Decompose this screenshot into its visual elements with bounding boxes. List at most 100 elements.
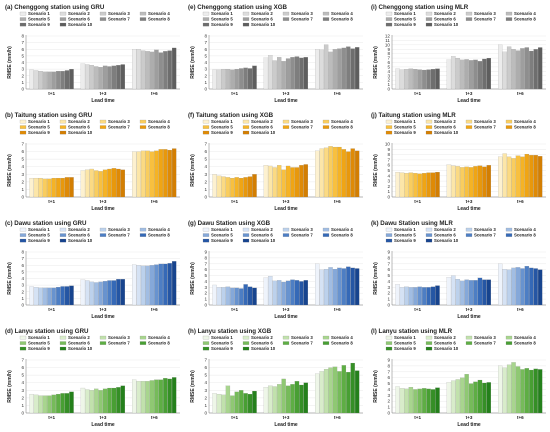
legend-label: Scenario 10 bbox=[434, 130, 459, 135]
y-tick-label: 4 bbox=[204, 279, 207, 284]
bar bbox=[154, 264, 159, 306]
y-tick-label: 2 bbox=[21, 73, 24, 78]
bar bbox=[89, 168, 94, 198]
bar bbox=[221, 287, 226, 306]
bar bbox=[435, 285, 440, 306]
y-tick-label: 3 bbox=[387, 285, 390, 290]
bar bbox=[315, 263, 320, 306]
x-axis-label: Lead time bbox=[457, 422, 481, 428]
legend-swatch bbox=[425, 17, 433, 21]
bar bbox=[234, 177, 239, 198]
legend-swatch bbox=[322, 341, 330, 345]
bar bbox=[473, 59, 478, 90]
bar bbox=[413, 69, 418, 90]
bar bbox=[290, 384, 295, 414]
legend-label: Scenario 9 bbox=[394, 22, 416, 27]
bar bbox=[337, 48, 342, 90]
bar bbox=[285, 385, 291, 414]
legend-swatch bbox=[139, 335, 147, 340]
legend-label: Scenario 6 bbox=[251, 125, 273, 130]
bar bbox=[464, 279, 469, 306]
x-tick-label: t+3 bbox=[283, 91, 290, 96]
bar bbox=[399, 287, 405, 306]
x-axis-label: Lead time bbox=[457, 314, 481, 320]
bar bbox=[395, 386, 400, 414]
bar bbox=[337, 146, 342, 198]
bar bbox=[85, 169, 90, 198]
bar bbox=[120, 385, 125, 414]
bar bbox=[520, 369, 525, 414]
bar bbox=[399, 388, 405, 414]
legend-swatch bbox=[465, 233, 473, 237]
x-tick-label: t+6 bbox=[151, 91, 158, 96]
legend-label: Scenario 7 bbox=[291, 341, 313, 346]
legend-swatch bbox=[505, 341, 513, 345]
legend-label: Scenario 2 bbox=[251, 227, 273, 232]
bar bbox=[468, 280, 474, 306]
bar bbox=[225, 177, 231, 198]
y-tick-label: 1 bbox=[204, 187, 207, 192]
legend-swatch bbox=[385, 11, 393, 16]
legend-label: Scenario 4 bbox=[514, 119, 536, 124]
bar bbox=[263, 387, 269, 414]
legend-swatch bbox=[282, 233, 290, 237]
bar bbox=[80, 170, 86, 198]
bar bbox=[42, 71, 48, 90]
legend-label: Scenario 4 bbox=[331, 227, 353, 232]
bar bbox=[85, 64, 90, 90]
bar bbox=[430, 389, 436, 414]
legend-swatch bbox=[242, 125, 250, 129]
legend-label: Scenario 3 bbox=[108, 335, 130, 340]
legend-label: Scenario 6 bbox=[434, 233, 456, 238]
bar bbox=[51, 287, 56, 306]
bar bbox=[107, 66, 112, 90]
bar bbox=[482, 382, 487, 414]
y-tick-label: 6 bbox=[204, 365, 207, 370]
bar bbox=[346, 46, 351, 90]
y-tick-label: 5 bbox=[387, 381, 390, 386]
bar bbox=[221, 394, 226, 414]
legend-label: Scenario 10 bbox=[68, 238, 93, 243]
legend-label: Scenario 5 bbox=[211, 17, 233, 22]
bar bbox=[315, 373, 320, 414]
y-tick-label: 6 bbox=[21, 263, 24, 268]
legend-swatch bbox=[465, 17, 473, 21]
bar bbox=[230, 287, 235, 306]
legend-swatch bbox=[19, 22, 27, 27]
y-tick-label: 8 bbox=[387, 51, 390, 56]
bar bbox=[116, 168, 121, 198]
legend-swatch bbox=[465, 11, 473, 16]
bar bbox=[69, 69, 74, 90]
bar bbox=[29, 177, 34, 198]
y-tick-label: 8 bbox=[204, 34, 207, 39]
bar bbox=[417, 388, 422, 414]
bar bbox=[38, 177, 43, 198]
legend-swatch bbox=[99, 335, 107, 340]
bar bbox=[482, 279, 487, 306]
bar bbox=[446, 382, 452, 414]
bar bbox=[107, 387, 112, 414]
bar bbox=[239, 390, 244, 414]
bar bbox=[451, 56, 456, 90]
chart-title: (b) Taitung station using GRU bbox=[5, 112, 93, 119]
y-tick-label: 4 bbox=[204, 60, 207, 65]
legend-swatch bbox=[425, 238, 433, 243]
bar bbox=[268, 55, 273, 90]
bar bbox=[346, 266, 351, 306]
legend-label: Scenario 1 bbox=[394, 119, 416, 124]
bar bbox=[468, 60, 474, 90]
bar bbox=[33, 287, 39, 306]
y-axis-label: RMSE (mm/h) bbox=[7, 154, 13, 187]
x-tick-label: t+1 bbox=[48, 199, 55, 204]
y-tick-label: 0 bbox=[21, 87, 24, 92]
y-tick-label: 3 bbox=[387, 179, 390, 184]
y-tick-label: 1 bbox=[204, 297, 207, 302]
bar bbox=[417, 173, 422, 198]
bar bbox=[158, 52, 164, 90]
bar bbox=[42, 395, 48, 414]
x-tick-label: t+6 bbox=[334, 199, 341, 204]
legend-swatch bbox=[322, 227, 330, 232]
y-tick-label: 3 bbox=[21, 67, 24, 72]
